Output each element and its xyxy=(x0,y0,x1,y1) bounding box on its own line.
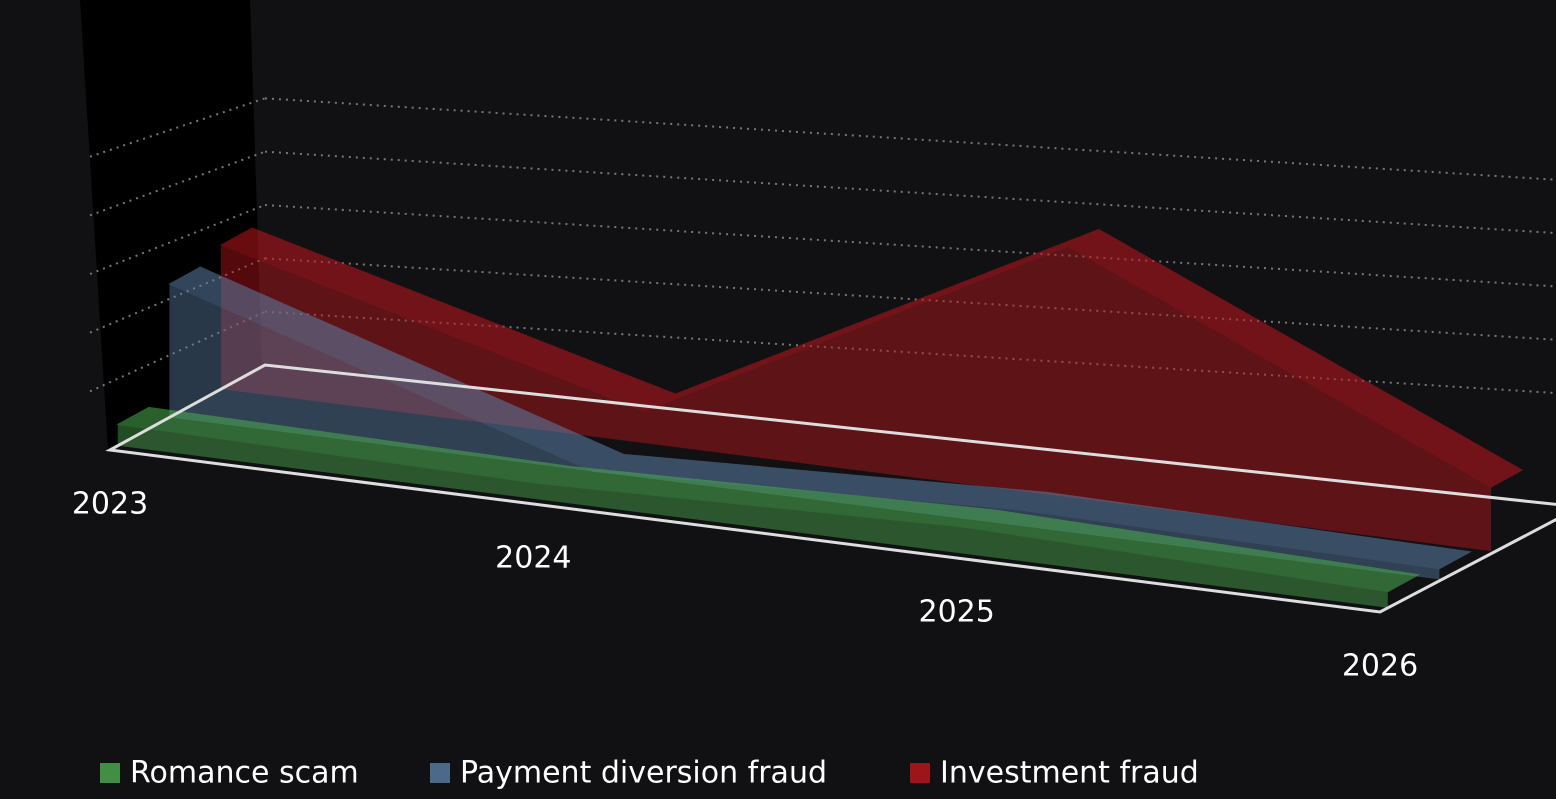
legend-label: Romance scam xyxy=(130,756,359,791)
legend: Romance scam Payment diversion fraud Inves… xyxy=(100,756,1199,791)
x-tick-label: 2026 xyxy=(1342,649,1418,684)
area xyxy=(221,245,1492,552)
area xyxy=(169,284,1440,580)
legend-swatch xyxy=(430,763,450,783)
floor xyxy=(105,363,1556,614)
grid-line xyxy=(264,204,1556,288)
area-top xyxy=(219,227,1524,488)
legend-label: Payment diversion fraud xyxy=(460,756,827,791)
grid-line xyxy=(89,97,266,158)
series xyxy=(219,227,1524,552)
grid-line xyxy=(89,150,266,217)
grid-line xyxy=(264,97,1556,181)
area xyxy=(117,424,1388,608)
legend-swatch xyxy=(100,763,120,783)
x-tick-label: 2024 xyxy=(495,541,571,576)
left-wall xyxy=(80,0,262,450)
series xyxy=(116,406,1421,608)
legend-swatch xyxy=(910,763,930,783)
area-top xyxy=(116,406,1421,593)
x-tick-label: 2023 xyxy=(72,487,148,522)
grid-line xyxy=(264,150,1556,235)
grid-line xyxy=(264,257,1556,341)
x-tick-label: 2025 xyxy=(918,595,994,630)
legend-label: Investment fraud xyxy=(940,756,1199,791)
